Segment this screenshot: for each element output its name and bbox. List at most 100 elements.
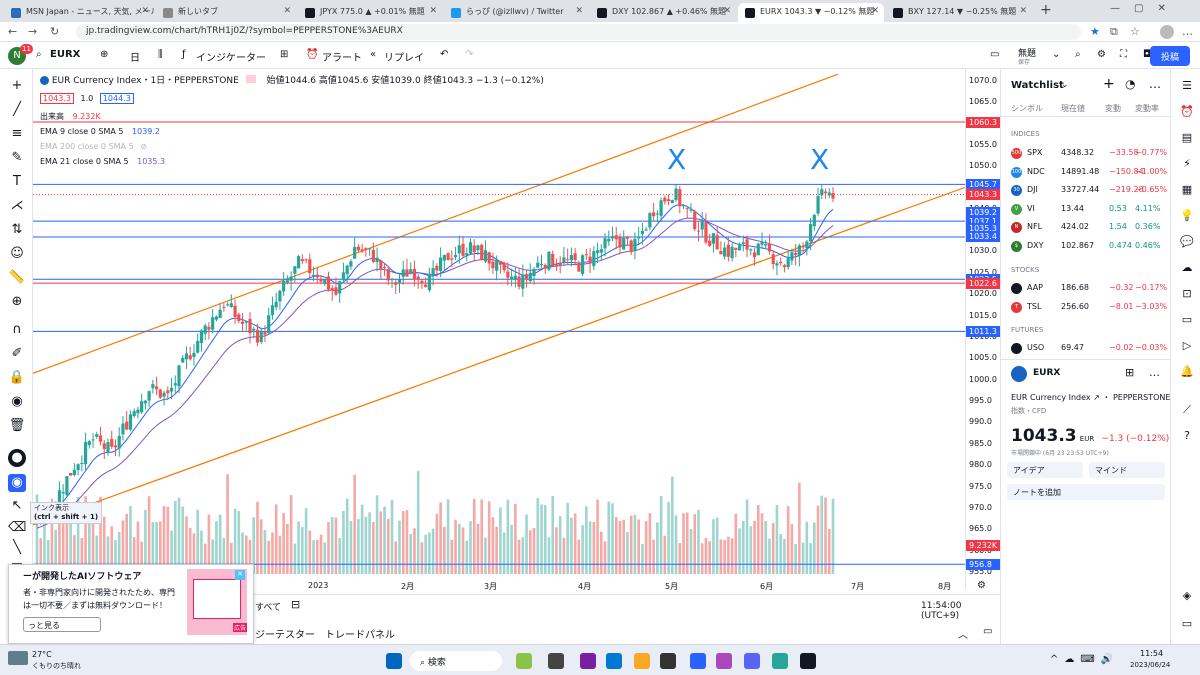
watchlist-row[interactable]: 500 SPX 4348.32 −33.58 −0.77% bbox=[1001, 145, 1171, 163]
col-symbol[interactable]: シンボル bbox=[1011, 104, 1043, 113]
ad-close-icon[interactable]: ✕ bbox=[235, 570, 245, 580]
more-icon[interactable]: … bbox=[1182, 25, 1193, 38]
tradingview-app-icon[interactable] bbox=[800, 653, 816, 669]
watchlist-menu-icon[interactable]: ⌄ bbox=[1061, 80, 1069, 90]
price-label[interactable]: 1035.3 bbox=[966, 223, 1000, 235]
weather-temp[interactable]: 27°C bbox=[32, 650, 52, 659]
close-icon[interactable]: ✕ bbox=[141, 6, 149, 16]
watchlist-row[interactable]: 100 NDC 14891.48 −150.84 −1.00% bbox=[1001, 164, 1171, 182]
window-controls[interactable]: —▢✕ bbox=[1110, 3, 1180, 14]
help-icon[interactable]: ? bbox=[1184, 429, 1190, 442]
symbol-search-button[interactable]: EURX bbox=[50, 49, 81, 60]
compare-add-icon[interactable]: ⊕ bbox=[100, 49, 109, 60]
watchlist-row[interactable]: T TSL 256.60 −8.01 −3.03% bbox=[1001, 299, 1171, 317]
forecast-icon[interactable]: ⇅ bbox=[11, 222, 23, 237]
price-label[interactable]: 1045.7 bbox=[966, 178, 1000, 190]
price-label[interactable]: 1033.4 bbox=[966, 231, 1000, 243]
ideas-button[interactable]: アイデア bbox=[1007, 462, 1083, 478]
price-label[interactable]: 1037.1 bbox=[966, 215, 1000, 227]
magnet-icon[interactable]: ∩ bbox=[12, 322, 22, 337]
add-symbol-icon[interactable]: + bbox=[1103, 76, 1115, 92]
forward-icon[interactable]: → bbox=[28, 25, 38, 38]
axis-settings-icon[interactable]: ⚙ bbox=[977, 580, 986, 591]
close-icon[interactable]: ✕ bbox=[429, 6, 437, 16]
ad-banner[interactable]: ーが開発したAIソフトウェア 者・非専門家向けに開発されたため、専門 は一切不要… bbox=[8, 564, 254, 644]
indicators-icon[interactable]: ƒ bbox=[182, 49, 186, 60]
hidden-eye-icon[interactable]: ⊘ bbox=[140, 142, 147, 151]
advanced-view-icon[interactable]: ◔ bbox=[1125, 77, 1136, 91]
date-range-icon[interactable]: ⊟ bbox=[291, 598, 301, 611]
task-view-icon[interactable] bbox=[548, 653, 564, 669]
eye-icon[interactable]: ◉ bbox=[8, 474, 26, 492]
new-tab-button[interactable]: + bbox=[1040, 2, 1052, 18]
chart-type-icon[interactable]: ⫼ bbox=[158, 49, 163, 60]
detail-name[interactable]: EUR Currency Index bbox=[1011, 393, 1091, 402]
watchlist-row[interactable]: 30 DJI 33727.44 −219.28 −0.65% bbox=[1001, 182, 1171, 200]
trendline-icon[interactable]: ╱ bbox=[13, 102, 21, 117]
browser-tab[interactable]: MSN Japan - ニュース, 天気, メール ✕ bbox=[4, 3, 154, 22]
broadcast-icon[interactable]: ⟋ bbox=[1183, 403, 1191, 416]
tab-trading-panel[interactable]: トレードパネル bbox=[325, 630, 395, 641]
extensions-icon[interactable]: ⧉ bbox=[1110, 25, 1118, 38]
maximize-panel-icon[interactable]: ▭ bbox=[983, 626, 993, 637]
edge-icon[interactable] bbox=[606, 653, 622, 669]
price-chart[interactable] bbox=[33, 69, 965, 589]
emoji-icon[interactable]: ☺ bbox=[10, 246, 24, 261]
section-stocks[interactable]: STOCKS bbox=[1011, 266, 1040, 274]
alarm-icon[interactable]: ⏰ bbox=[306, 49, 319, 60]
pen-icon[interactable]: ╲ bbox=[13, 540, 21, 555]
app-icon[interactable] bbox=[772, 653, 788, 669]
fullscreen-icon[interactable]: ⛶ bbox=[1120, 49, 1127, 60]
close-icon[interactable]: ✕ bbox=[283, 6, 291, 16]
add-note-button[interactable]: ノートを追加 bbox=[1007, 484, 1165, 500]
watchlist-row[interactable]: $ DXY 102.867 0.474 0.46% bbox=[1001, 238, 1171, 256]
mail-icon[interactable] bbox=[690, 653, 706, 669]
data-window-icon[interactable]: ▤ bbox=[1181, 131, 1193, 144]
copilot-icon[interactable] bbox=[716, 653, 732, 669]
templates-icon[interactable]: ⊞ bbox=[280, 49, 289, 60]
section-indices[interactable]: INDICES bbox=[1011, 130, 1040, 138]
system-tray-icons[interactable]: ^☁⌨🔊 bbox=[1050, 654, 1120, 665]
windows-start-icon[interactable] bbox=[386, 653, 402, 669]
search-icon[interactable]: ⌕ bbox=[36, 49, 42, 60]
cursor-icon[interactable]: ↖ bbox=[11, 498, 23, 513]
play-icon[interactable]: ▷ bbox=[1182, 339, 1192, 352]
tab-strategy-tester[interactable]: ジーテスター bbox=[255, 630, 315, 641]
layers-icon[interactable]: ◈ bbox=[1182, 589, 1192, 602]
price-label[interactable]: 1060.3 bbox=[966, 116, 1000, 128]
streams-icon[interactable]: ☁ bbox=[1181, 261, 1193, 274]
col-change[interactable]: 変動 bbox=[1105, 104, 1121, 113]
taskbar-search[interactable]: ⌕ 検索 bbox=[410, 651, 502, 671]
watchlist-row[interactable]: USO 69.47 −0.02 −0.03% bbox=[1001, 340, 1171, 358]
col-price[interactable]: 現在値 bbox=[1061, 104, 1085, 113]
price-label[interactable]: 1043.3 bbox=[966, 189, 1000, 201]
ad-cta-button[interactable]: っと見る bbox=[23, 617, 101, 632]
close-icon[interactable]: ✕ bbox=[723, 6, 731, 16]
profile-avatar[interactable] bbox=[1160, 25, 1174, 39]
widgets-icon[interactable] bbox=[516, 653, 532, 669]
external-link-icon[interactable]: ↗ bbox=[1093, 393, 1100, 402]
text-icon[interactable]: T bbox=[13, 174, 21, 189]
bid-price[interactable]: 1043.3 bbox=[40, 93, 74, 104]
weather-text[interactable]: くもりのち晴れ bbox=[32, 662, 81, 670]
annotation-x-mark[interactable]: X bbox=[667, 143, 687, 176]
pattern-icon[interactable]: ⋌ bbox=[10, 198, 24, 213]
calendar-icon[interactable]: ▦ bbox=[1181, 183, 1193, 196]
publish-button[interactable]: 投稿 bbox=[1150, 46, 1190, 66]
undo-icon[interactable]: ↶ bbox=[440, 49, 449, 60]
watchlist-row[interactable]: V VI 13.44 0.53 4.11% bbox=[1001, 201, 1171, 219]
reload-icon[interactable]: ↻ bbox=[50, 25, 60, 38]
time-axis[interactable]: 2023 2月 3月 4月 5月 6月 7月 8月 ⚙ bbox=[33, 578, 986, 594]
ink-toggle-icon[interactable]: ● bbox=[8, 449, 26, 467]
alert-button[interactable]: アラート bbox=[322, 53, 362, 64]
notifications-icon[interactable]: 🔔 bbox=[1180, 365, 1194, 378]
browser-tab[interactable]: 新しいタブ ✕ bbox=[156, 3, 296, 22]
settings-icon[interactable]: ⚙ bbox=[1097, 49, 1106, 60]
url-field[interactable]: jp.tradingview.com/chart/hTRH1j0Z/?symbo… bbox=[76, 24, 1081, 40]
browser-tab[interactable]: JPYX 775.0 ▲ +0.01% 無題 ✕ bbox=[298, 3, 442, 22]
price-label[interactable]: 1022.6 bbox=[966, 277, 1000, 289]
redo-icon[interactable]: ↷ bbox=[465, 49, 474, 60]
layout-grid-icon[interactable]: ⊞ bbox=[1125, 366, 1135, 379]
close-icon[interactable]: ✕ bbox=[1019, 6, 1027, 16]
ruler-icon[interactable]: 📏 bbox=[8, 270, 26, 285]
